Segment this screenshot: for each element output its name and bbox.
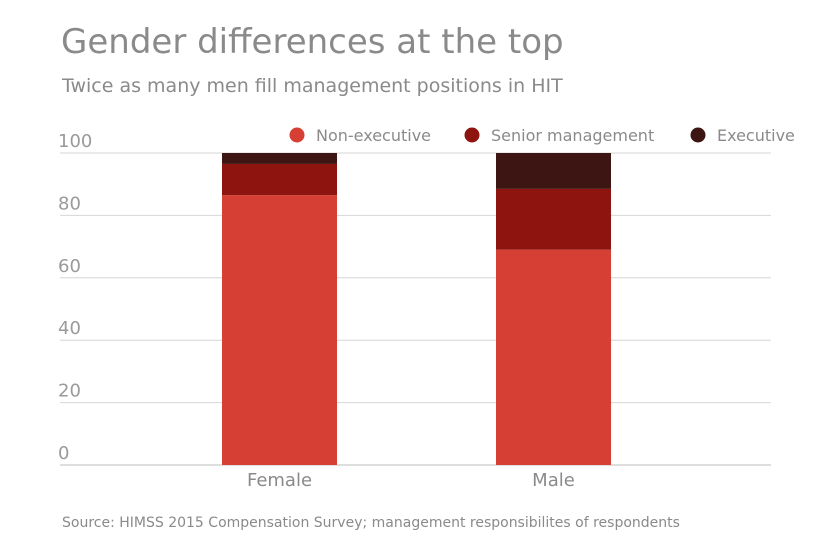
legend-swatch-senior-management (464, 127, 480, 143)
legend-label-senior-management: Senior management (491, 126, 654, 145)
x-category-label-male: Male (532, 470, 575, 491)
source-note: Source: HIMSS 2015 Compensation Survey; … (62, 515, 680, 531)
y-tick-label-80: 80 (58, 193, 81, 214)
y-tick-label-20: 20 (58, 381, 81, 402)
chart-title: Gender differences at the top (61, 22, 564, 62)
y-tick-labels: 0 20 40 60 80 100 (58, 131, 92, 464)
bar-male-executive (496, 153, 611, 189)
legend-swatch-executive (690, 127, 706, 143)
gridlines (60, 152, 771, 466)
y-tick-label-100: 100 (58, 131, 92, 152)
x-category-labels: Female Male (247, 470, 575, 491)
x-category-label-female: Female (247, 470, 312, 491)
bar-female-executive (222, 153, 337, 164)
legend-label-executive: Executive (717, 126, 795, 145)
legend-label-non-executive: Non-executive (316, 126, 431, 145)
bar-male-senior-management (496, 188, 611, 250)
y-tick-label-0: 0 (58, 443, 69, 464)
bar-male-non-executive (496, 249, 611, 465)
y-tick-label-40: 40 (58, 318, 81, 339)
y-tick-label-60: 60 (58, 256, 81, 277)
chart-subtitle: Twice as many men fill management positi… (62, 75, 563, 97)
legend: Non-executive Senior management Executive (289, 126, 795, 145)
bar-female-senior-management (222, 163, 337, 196)
bar-female-non-executive (222, 195, 337, 465)
legend-swatch-non-executive (289, 127, 305, 143)
bars (222, 153, 611, 465)
